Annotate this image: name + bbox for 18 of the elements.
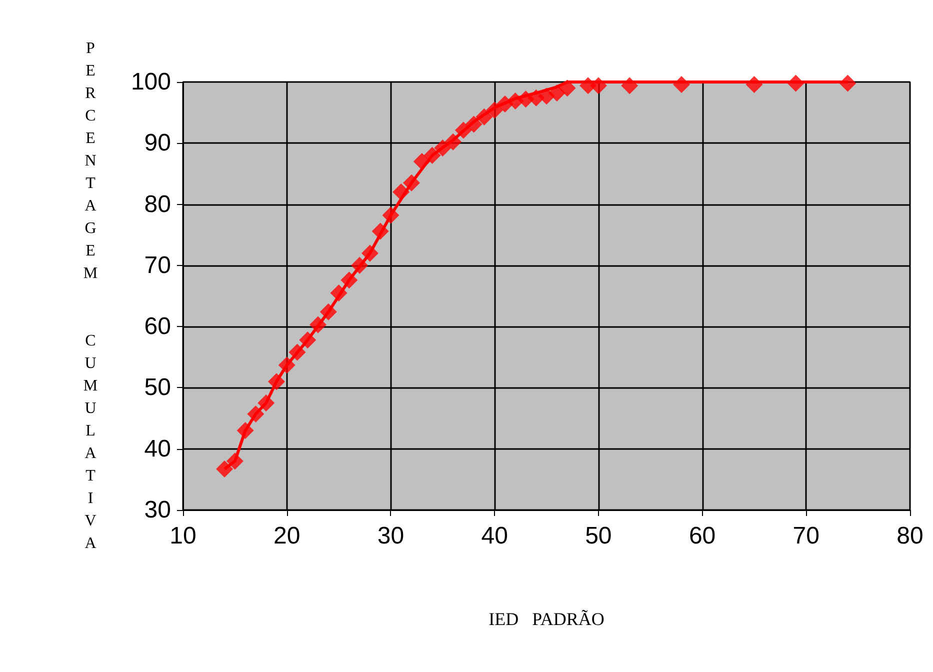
x-tick-label: 40	[481, 522, 508, 550]
y-tick-label: 90	[144, 130, 171, 157]
x-tick-label: 20	[274, 522, 300, 550]
y-tick-label: 50	[144, 374, 171, 402]
x-axis-title: IED PADRÃO	[488, 609, 604, 629]
x-tick-label: 50	[585, 522, 612, 550]
x-tick-label: 60	[688, 522, 716, 550]
y-tick-label: 70	[144, 252, 171, 279]
y-tick-label: 30	[144, 496, 171, 524]
x-tick-label: 70	[792, 522, 820, 550]
y-tick-label: 60	[144, 313, 171, 340]
y-tick-label: 100	[130, 68, 171, 96]
x-tick-label: 10	[170, 522, 196, 550]
y-axis-title: PERCENTAGEM CUMULATIVA	[81, 40, 100, 558]
y-tick-label: 80	[144, 190, 171, 218]
x-tick-label: 80	[896, 522, 924, 550]
y-tick-label: 40	[144, 435, 171, 462]
x-tick-label: 30	[377, 522, 404, 550]
